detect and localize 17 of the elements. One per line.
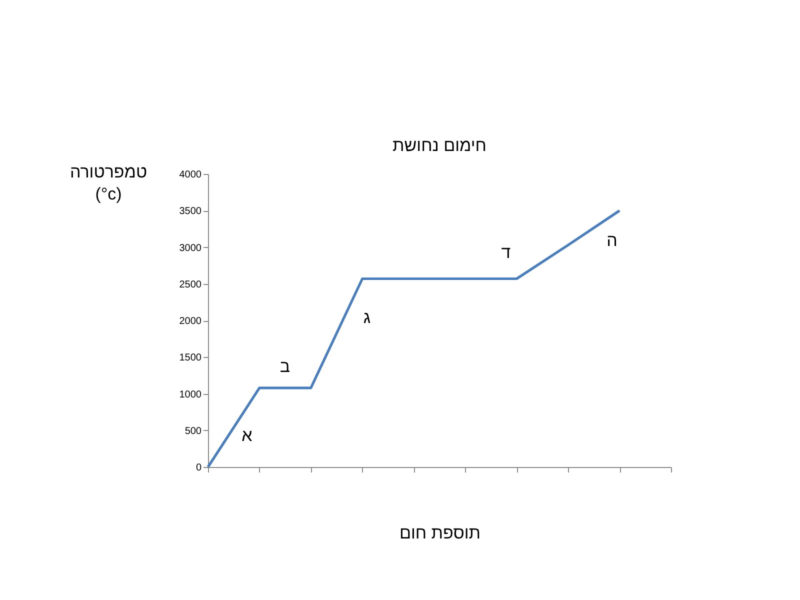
chart-title: חימום נחושת — [392, 136, 486, 155]
y-tick-label: 4000 — [179, 170, 202, 180]
annotation: ד — [501, 243, 511, 262]
y-tick-label: 500 — [184, 426, 202, 437]
y-tick-label: 1500 — [179, 352, 202, 364]
y-tick-label: 1000 — [179, 389, 202, 400]
y-tick-label: 3000 — [179, 242, 202, 254]
annotation: ה — [606, 231, 618, 250]
annotation: ג — [363, 308, 371, 327]
y-tick-label: 2000 — [179, 316, 202, 327]
line-series — [206, 209, 621, 468]
x-axis-title: תוספת חום — [399, 524, 481, 542]
y-tick-label: 3500 — [179, 206, 202, 218]
annotation: א — [242, 426, 253, 445]
annotation: ב — [280, 357, 290, 376]
y-tick-label: 0 — [196, 462, 202, 474]
y-tick-label: 2500 — [179, 279, 202, 290]
